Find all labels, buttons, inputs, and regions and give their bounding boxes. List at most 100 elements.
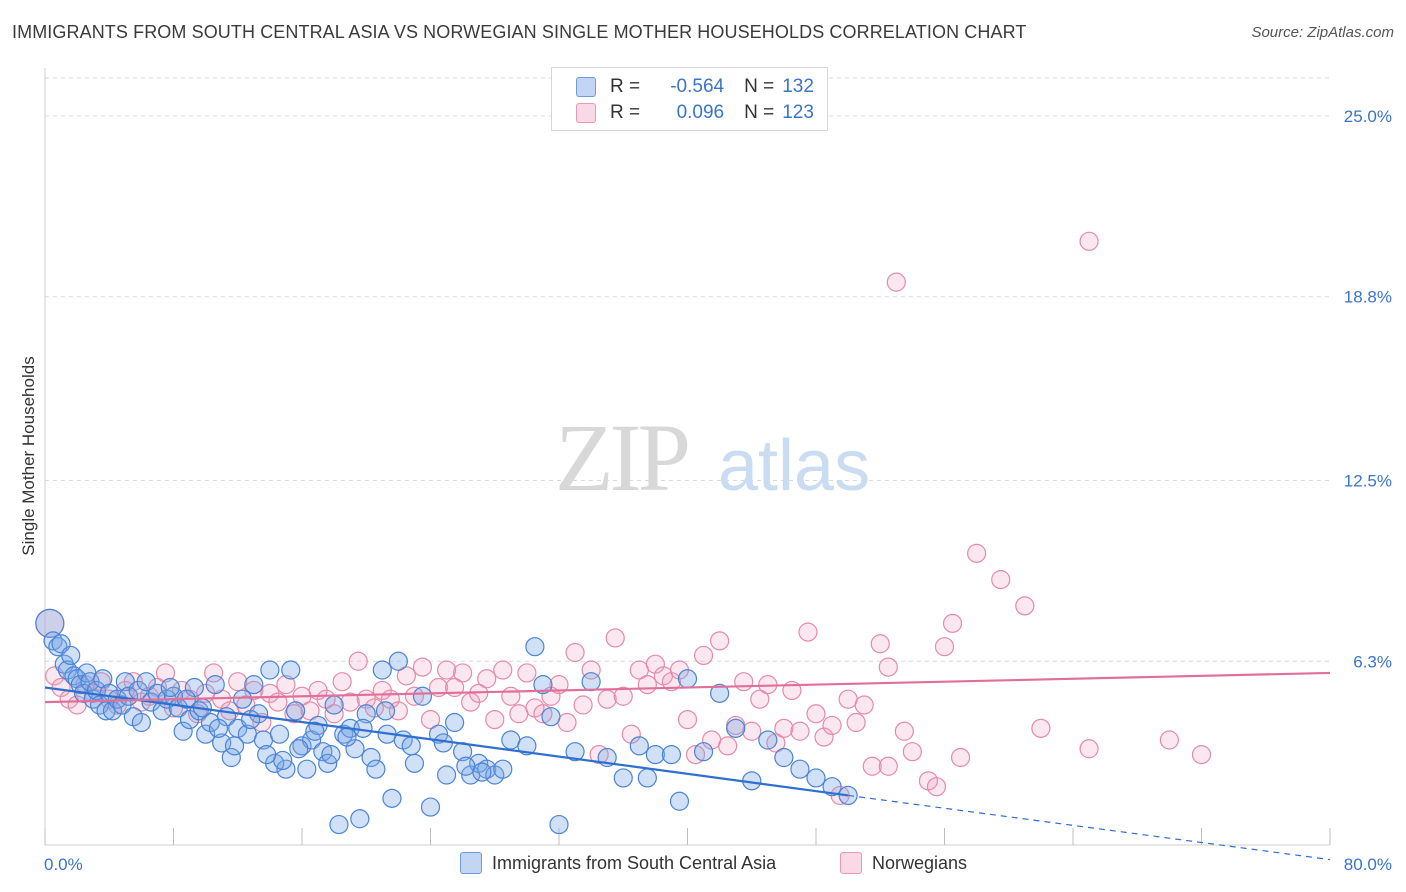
bottom-legend-label: Immigrants from South Central Asia bbox=[492, 852, 777, 873]
data-point bbox=[493, 759, 513, 779]
data-point bbox=[790, 721, 810, 741]
legend-r-value: 0.096 bbox=[676, 102, 725, 123]
data-point bbox=[862, 756, 882, 776]
data-point bbox=[269, 724, 290, 744]
data-point bbox=[340, 692, 360, 712]
data-point bbox=[838, 689, 858, 709]
data-point bbox=[412, 657, 433, 677]
data-point bbox=[477, 669, 497, 689]
data-point bbox=[806, 704, 826, 724]
data-point bbox=[894, 721, 914, 741]
data-point bbox=[509, 704, 529, 724]
data-point bbox=[224, 736, 245, 756]
x-tick-labels: 0.0% 80.0% bbox=[44, 855, 1392, 874]
data-point bbox=[493, 660, 513, 680]
data-point bbox=[404, 753, 425, 773]
data-point bbox=[155, 663, 176, 683]
data-point bbox=[292, 736, 312, 756]
data-point bbox=[934, 637, 955, 657]
data-point bbox=[284, 704, 304, 724]
data-point bbox=[285, 701, 306, 721]
data-point bbox=[321, 744, 341, 765]
bottom-legend-swatch-pink bbox=[840, 852, 862, 874]
data-point bbox=[436, 765, 457, 785]
data-point bbox=[822, 715, 842, 736]
data-point bbox=[637, 675, 657, 695]
bottom-legend-swatch-blue bbox=[460, 852, 482, 874]
data-point bbox=[790, 759, 810, 779]
data-point bbox=[375, 701, 396, 721]
data-point bbox=[710, 631, 730, 651]
data-point bbox=[396, 666, 417, 686]
data-point bbox=[366, 759, 386, 779]
data-point bbox=[444, 712, 465, 733]
legend-r-label: R = bbox=[610, 76, 641, 97]
data-point bbox=[189, 701, 209, 721]
data-point bbox=[710, 683, 730, 703]
data-point bbox=[750, 689, 770, 709]
data-point bbox=[289, 739, 309, 759]
data-point bbox=[878, 756, 898, 776]
data-point bbox=[329, 814, 349, 835]
data-point bbox=[501, 730, 521, 750]
data-point bbox=[637, 768, 657, 788]
series-norwegians bbox=[35, 231, 1212, 806]
data-point bbox=[436, 660, 457, 680]
data-point bbox=[420, 709, 441, 730]
data-point bbox=[324, 695, 344, 715]
data-point bbox=[1079, 231, 1099, 251]
x-tick-label: 80.0% bbox=[1344, 855, 1392, 874]
data-point bbox=[870, 634, 890, 654]
data-point bbox=[677, 709, 698, 730]
data-point bbox=[420, 797, 441, 817]
legend-row-pink: R = 0.096 N = 123 bbox=[576, 101, 814, 125]
data-point bbox=[372, 660, 392, 680]
data-point bbox=[1159, 730, 1179, 750]
data-point bbox=[228, 672, 248, 692]
legend-r-label: R = bbox=[610, 102, 641, 123]
legend-r-value: -0.564 bbox=[670, 76, 725, 97]
data-point bbox=[645, 744, 665, 765]
data-point bbox=[1079, 739, 1099, 759]
y-tick-labels: 6.3% 12.5% 18.8% 25.0% bbox=[1344, 107, 1392, 671]
data-point bbox=[257, 744, 277, 765]
data-point bbox=[221, 747, 241, 768]
data-point bbox=[549, 675, 569, 695]
data-point bbox=[942, 613, 963, 633]
data-point bbox=[361, 747, 381, 768]
data-point bbox=[205, 675, 225, 695]
data-point bbox=[501, 686, 521, 706]
data-point bbox=[557, 712, 577, 733]
chart-title: IMMIGRANTS FROM SOUTH CENTRAL ASIA VS NO… bbox=[12, 22, 1027, 42]
data-point bbox=[613, 686, 633, 706]
series-immigrants bbox=[35, 608, 858, 835]
legend-n-value: 123 bbox=[782, 102, 814, 123]
data-point bbox=[549, 814, 569, 835]
y-tick-label: 6.3% bbox=[1353, 652, 1392, 671]
trend-line-immigrants-extension bbox=[848, 794, 1331, 861]
data-point bbox=[629, 736, 649, 756]
correlation-legend: R = -0.564 N = 132 R = 0.096 N = 123 bbox=[551, 67, 828, 131]
data-point bbox=[297, 759, 317, 779]
data-point bbox=[244, 675, 264, 695]
data-point bbox=[726, 718, 746, 738]
x-tick-label: 0.0% bbox=[44, 855, 83, 874]
data-point bbox=[61, 645, 81, 666]
data-point bbox=[517, 663, 537, 683]
data-point bbox=[613, 768, 633, 788]
data-point bbox=[734, 672, 754, 692]
data-point bbox=[260, 660, 280, 680]
data-point bbox=[273, 750, 293, 771]
data-point bbox=[846, 712, 866, 733]
data-point bbox=[136, 672, 156, 692]
gridlines bbox=[45, 77, 1330, 662]
trend-lines bbox=[44, 671, 1331, 861]
axes bbox=[44, 68, 1331, 846]
data-point bbox=[1015, 596, 1035, 616]
data-point bbox=[798, 622, 818, 642]
trend-line-norwegians bbox=[44, 671, 1331, 704]
data-point bbox=[774, 747, 794, 768]
data-point bbox=[565, 642, 585, 663]
watermark-atlas: atlas bbox=[718, 426, 870, 506]
